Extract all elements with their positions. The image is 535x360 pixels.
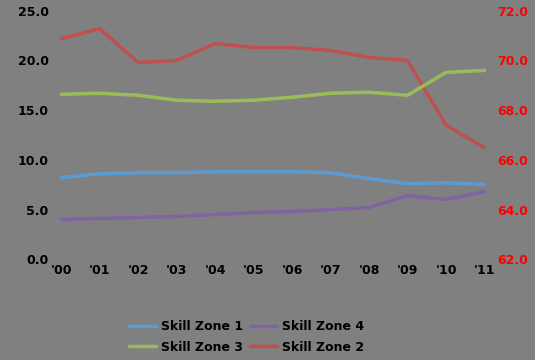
Legend: Skill Zone 1, Skill Zone 3, Skill Zone 4, Skill Zone 2: Skill Zone 1, Skill Zone 3, Skill Zone 4… xyxy=(129,320,364,354)
